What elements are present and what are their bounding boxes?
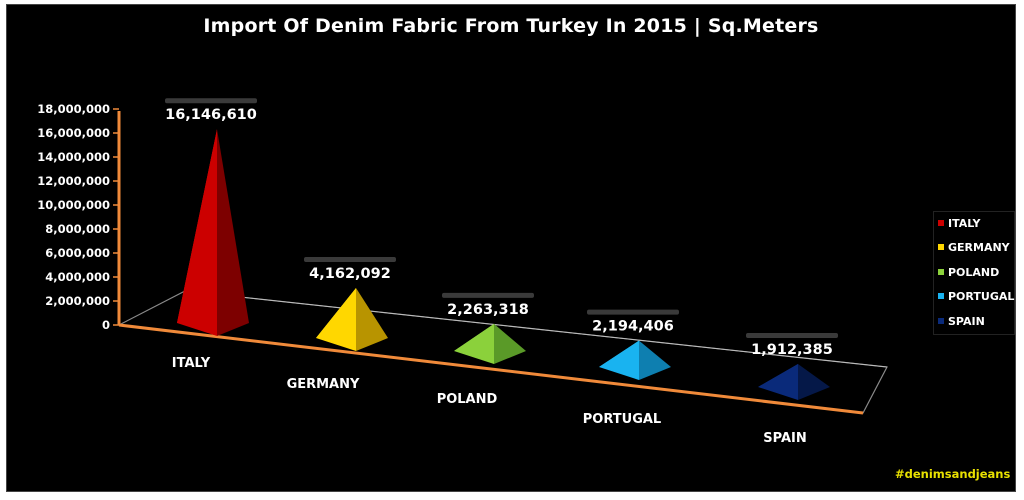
y-tick-label: 12,000,000 — [37, 174, 110, 188]
data-label-cap — [165, 98, 257, 104]
chart-frame: Import Of Denim Fabric From Turkey In 20… — [6, 4, 1016, 492]
data-label-cap — [746, 333, 838, 339]
legend-label-spain: SPAIN — [948, 314, 985, 328]
legend-swatch-spain — [938, 318, 944, 324]
chart-plot: 0 2,000,000 4,000,000 6,000,000 8,000,000 10,… — [37, 98, 888, 446]
floor-back-edge — [184, 290, 888, 368]
bar-portugal — [599, 340, 671, 380]
bar-italy — [177, 129, 249, 336]
data-label-italy: 16,146,610 — [165, 107, 257, 123]
y-tick-label: 10,000,000 — [37, 198, 110, 212]
y-tick-label: 8,000,000 — [45, 222, 110, 236]
legend-label-germany: GERMANY — [948, 240, 1010, 254]
hashtag-label: #denimsandjeans — [895, 467, 1011, 481]
x-tick-label-italy: ITALY — [172, 356, 211, 371]
legend-swatch-poland — [938, 269, 944, 275]
data-label-poland: 2,263,318 — [447, 302, 529, 318]
data-label-cap — [587, 309, 679, 315]
legend: ITALY GERMANY POLAND PORTUGAL SPAIN — [933, 211, 1015, 335]
y-tick-label: 0 — [102, 318, 110, 332]
data-label-cap — [442, 292, 534, 298]
y-tick-label: 16,000,000 — [37, 126, 110, 140]
data-label-germany: 4,162,092 — [309, 266, 391, 282]
x-tick-label-germany: GERMANY — [287, 377, 360, 392]
legend-swatch-portugal — [938, 293, 944, 299]
bar-germany — [316, 288, 388, 351]
y-tick-label: 14,000,000 — [37, 150, 110, 164]
legend-item-poland: POLAND — [938, 264, 999, 280]
y-tick-label: 4,000,000 — [45, 270, 110, 284]
bar-poland — [454, 323, 526, 364]
legend-label-italy: ITALY — [948, 216, 981, 230]
legend-item-germany: GERMANY — [938, 239, 1010, 255]
legend-item-portugal: PORTUGAL — [938, 288, 1014, 304]
y-tick-label: 2,000,000 — [45, 294, 110, 308]
data-label-spain: 1,912,385 — [751, 342, 833, 358]
x-tick-label-spain: SPAIN — [763, 431, 806, 446]
x-axis-line — [118, 323, 864, 415]
legend-swatch-germany — [938, 244, 944, 250]
data-label-portugal: 2,194,406 — [592, 319, 674, 335]
bar-spain — [758, 364, 830, 400]
x-tick-label-portugal: PORTUGAL — [583, 412, 661, 427]
data-label-cap — [304, 257, 396, 263]
y-tick-label: 18,000,000 — [37, 102, 110, 116]
legend-item-spain: SPAIN — [938, 313, 985, 329]
legend-label-portugal: PORTUGAL — [948, 289, 1015, 303]
legend-label-poland: POLAND — [948, 265, 1000, 279]
legend-item-italy: ITALY — [938, 215, 981, 231]
chart-title: Import Of Denim Fabric From Turkey In 20… — [203, 15, 819, 37]
legend-swatch-italy — [938, 220, 944, 226]
x-tick-label-poland: POLAND — [437, 392, 498, 407]
y-tick-label: 6,000,000 — [45, 246, 110, 260]
